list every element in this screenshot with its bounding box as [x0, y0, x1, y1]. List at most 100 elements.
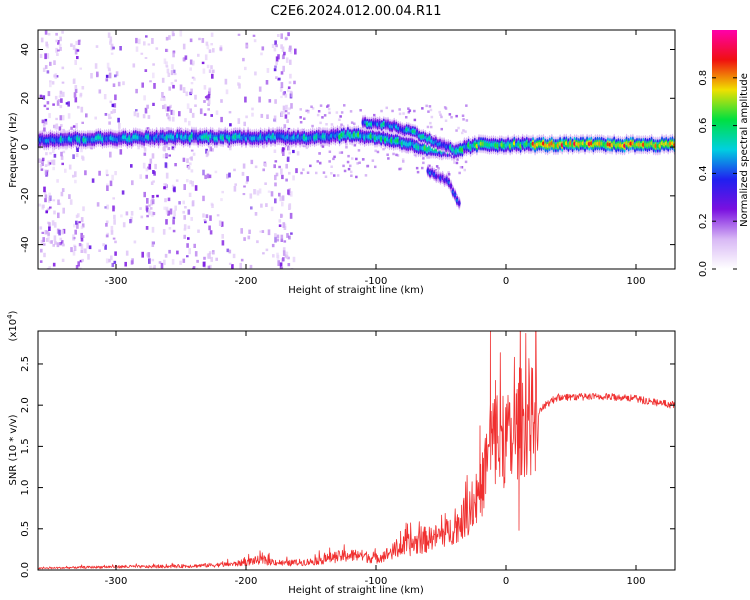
spectrogram-cell — [274, 160, 278, 163]
spectrogram-cell — [143, 41, 146, 46]
spectrogram-cell — [147, 252, 151, 258]
spectrogram-cell — [172, 116, 175, 122]
spectrogram-band-mark — [585, 141, 589, 146]
spectrogram-cell — [56, 53, 59, 56]
spectrogram-cell — [206, 64, 210, 69]
spectrogram-cell — [183, 215, 186, 220]
spectrogram-cell — [438, 110, 441, 114]
spectrogram-cell — [276, 238, 280, 242]
spectrogram-cell — [395, 153, 398, 157]
spectrogram-cell — [429, 108, 433, 112]
spectrogram-cell — [74, 229, 77, 235]
spectrogram-cell — [347, 154, 350, 158]
spectrogram-band-mark — [569, 141, 572, 146]
spectrogram-cell — [166, 113, 169, 117]
spectrogram-cell — [271, 43, 275, 48]
spectrogram-band-mark — [157, 137, 161, 142]
spectrogram-cell — [444, 119, 448, 122]
spectrogram-cell — [146, 198, 149, 204]
spectrogram-band-mark — [413, 130, 417, 134]
spectrogram-cell — [187, 237, 190, 240]
spectrogram-cell — [453, 161, 456, 164]
spectrogram-cell — [242, 163, 246, 169]
spectrogram-cell — [148, 257, 151, 264]
spectrogram-cell — [233, 168, 236, 172]
spectrogram-band-mark — [621, 143, 624, 148]
spectrogram-cell — [279, 87, 283, 92]
spectrogram-cell — [76, 56, 79, 60]
spectrogram-band-mark — [161, 134, 165, 139]
spectrogram-band-mark — [460, 147, 464, 152]
spectrogram-cell — [166, 106, 170, 112]
spectrogram-band-mark — [396, 138, 400, 143]
spectrogram-band-mark — [365, 134, 368, 139]
spectrogram-cell — [130, 260, 134, 265]
spectrogram-ylabel: Frequency (Hz) — [8, 112, 19, 188]
spectrogram-cell — [52, 199, 56, 202]
spectrogram-cell — [295, 168, 298, 174]
spectrogram-cell — [69, 199, 73, 205]
spectrogram-cell — [302, 168, 305, 171]
spectrogram-cell — [151, 197, 154, 201]
spectrogram-cell — [273, 115, 277, 120]
spectrogram-band-mark — [639, 142, 643, 147]
spectrogram-cell — [386, 153, 389, 156]
spectrogram-cell — [437, 167, 440, 170]
spectrogram-band-mark — [465, 144, 468, 149]
spectrogram-cell — [64, 168, 67, 173]
spectrogram-cell — [212, 69, 215, 73]
spectrogram-cell — [209, 264, 212, 269]
spectrogram-cell — [161, 92, 164, 98]
spectrogram-band-mark — [388, 124, 392, 128]
spectrogram-cell — [43, 252, 46, 258]
spectrogram-band-mark — [194, 134, 198, 139]
spectrogram-band-mark — [173, 136, 177, 141]
spectrogram-cell — [281, 195, 285, 201]
spectrogram-cell — [339, 127, 342, 130]
spectrogram-band-mark — [490, 142, 493, 147]
y-tick-label: 1.0 — [20, 480, 31, 496]
spectrogram-cell — [285, 251, 289, 257]
spectrogram-cell — [254, 165, 258, 169]
spectrogram-cell — [382, 147, 385, 151]
spectrogram-cell — [422, 161, 425, 165]
spectrogram-band-mark — [140, 136, 144, 141]
spectrogram-cell — [447, 171, 450, 174]
spectrogram-cell — [80, 244, 84, 250]
spectrogram-cell — [141, 251, 144, 258]
spectrogram-band-mark — [411, 141, 414, 146]
spectrogram-cell — [282, 65, 285, 72]
spectrogram-cell — [44, 198, 47, 203]
spectrogram-cell — [143, 95, 146, 101]
spectrogram-cell — [168, 106, 171, 112]
spectrogram-cell — [283, 240, 287, 243]
spectrogram-cell — [191, 63, 195, 66]
spectrogram-cell — [202, 195, 205, 202]
spectrogram-cell — [317, 110, 321, 113]
spectrogram-band-mark — [213, 136, 217, 141]
spectrogram-cell — [203, 85, 207, 90]
spectrogram-cell — [61, 115, 65, 121]
spectrogram-cell — [288, 45, 292, 49]
spectrogram-cell — [98, 170, 101, 176]
spectrogram-cell — [210, 32, 214, 37]
spectrogram-cell — [311, 107, 315, 110]
snr-series-line — [38, 331, 675, 570]
spectrogram-band-mark — [656, 144, 660, 148]
spectrogram-cell — [286, 156, 290, 162]
spectrogram-cell — [256, 190, 260, 196]
spectrogram-band-mark — [430, 139, 433, 143]
spectrogram-cell — [78, 221, 81, 224]
spectrogram-cell — [202, 68, 206, 74]
spectrogram-band-mark — [346, 131, 350, 136]
spectrogram-cell — [277, 34, 280, 37]
spectrogram-cell — [52, 103, 55, 106]
spectrogram-cell — [444, 107, 448, 110]
spectrogram-band-mark — [367, 122, 371, 126]
spectrogram-cell — [285, 143, 288, 147]
spectrogram-band-mark — [426, 169, 430, 173]
spectrogram-cell — [145, 35, 148, 38]
spectrogram-cell — [220, 198, 223, 202]
spectrogram-cell — [114, 251, 117, 256]
spectrogram-cell — [186, 179, 189, 183]
